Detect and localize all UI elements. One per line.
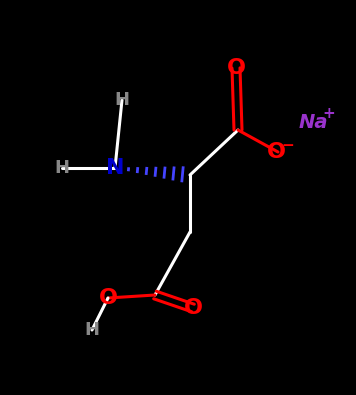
Text: −: − — [282, 137, 294, 152]
Text: H: H — [54, 159, 69, 177]
Text: Na: Na — [298, 113, 328, 132]
Text: O: O — [267, 142, 286, 162]
Text: N: N — [106, 158, 124, 178]
Text: O: O — [183, 298, 203, 318]
Text: H: H — [115, 91, 130, 109]
Text: +: + — [323, 107, 335, 122]
Text: O: O — [226, 58, 246, 78]
Text: O: O — [99, 288, 117, 308]
Text: H: H — [84, 321, 99, 339]
